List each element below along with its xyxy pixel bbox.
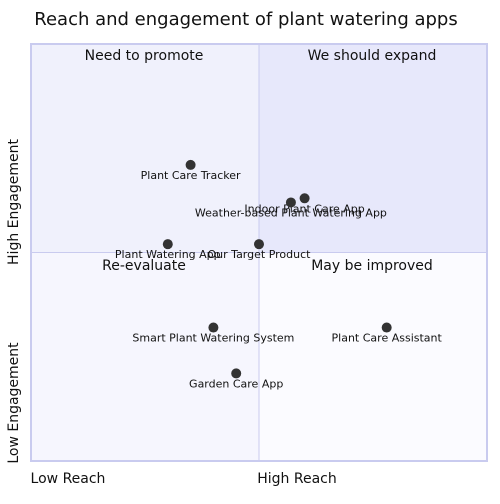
data-point-weather-based-plant-watering-app: Weather-based Plant Watering App — [195, 197, 387, 219]
point-label: Garden Care App — [189, 377, 283, 390]
data-point-our-target-product: Our Target Product — [208, 239, 312, 261]
point-marker — [208, 322, 219, 333]
point-marker — [285, 197, 296, 208]
x-axis-low-label: Low Reach — [31, 471, 106, 487]
quadrant-may-be-improved — [259, 252, 487, 461]
points-layer: Plant Care Tracker Indoor Plant Care AppW… — [115, 159, 443, 390]
data-point-indoor-plant-care-app: Indoor Plant Care App — [244, 193, 365, 215]
data-point-smart-plant-watering-system: Smart Plant Watering System — [132, 322, 294, 345]
point-marker — [185, 159, 196, 170]
point-label: Our Target Product — [208, 248, 312, 261]
quadrant-re-evaluate — [31, 252, 259, 461]
chart-title: Reach and engagement of plant watering a… — [34, 9, 457, 30]
frame-layer — [30, 43, 488, 462]
point-label: Indoor Plant Care App — [244, 202, 364, 215]
data-point-plant-watering-app: Plant Watering App — [115, 239, 221, 261]
quadrant-label-may-be-improved: May be improved — [311, 258, 433, 274]
data-point-plant-care-tracker: Plant Care Tracker — [141, 159, 241, 182]
point-marker — [162, 239, 173, 250]
quadrant-need-to-promote — [31, 44, 259, 253]
point-label: Weather-based Plant Watering App — [195, 206, 387, 219]
quadrant-we-should-expand — [259, 44, 487, 253]
point-label: Smart Plant Watering System — [132, 332, 294, 345]
quadrant-label-re-evaluate: Re-evaluate — [102, 258, 186, 274]
y-axis-high-label: High Engagement — [6, 139, 22, 265]
quadrant-label-need-to-promote: Need to promote — [85, 48, 204, 64]
y-axis-low-label: Low Engagement — [6, 342, 22, 464]
x-axis-high-label: High Reach — [257, 471, 337, 487]
point-label: Plant Watering App — [115, 248, 221, 261]
point-marker — [381, 322, 392, 333]
data-point-plant-care-assistant: Plant Care Assistant — [332, 322, 443, 345]
point-marker — [299, 193, 310, 204]
point-marker — [231, 368, 242, 379]
point-label: Plant Care Tracker — [141, 169, 241, 182]
quadrant-layer — [31, 44, 487, 461]
point-label: Plant Care Assistant — [332, 332, 443, 345]
quadrant-label-we-should-expand: We should expand — [308, 48, 437, 64]
data-point-garden-care-app: Garden Care App — [189, 368, 283, 390]
point-marker — [254, 239, 264, 250]
